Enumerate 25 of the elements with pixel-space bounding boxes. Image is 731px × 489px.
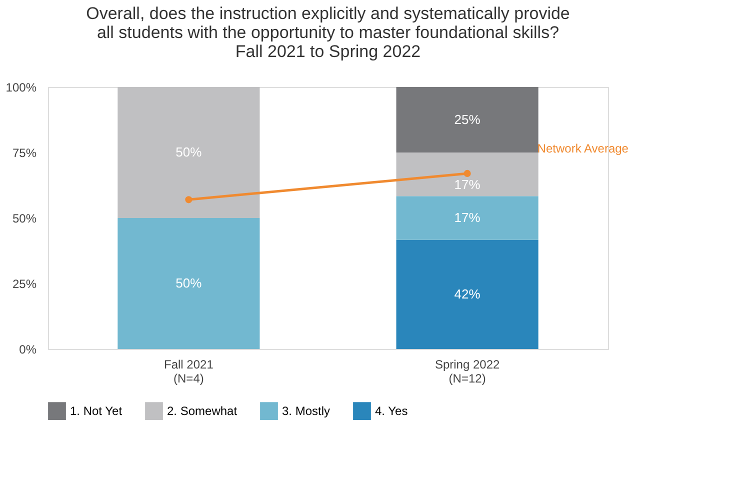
y-tick-label: 0%: [19, 342, 37, 356]
legend-label: 4. Yes: [375, 404, 408, 418]
bar: [396, 152, 538, 196]
y-tick-label: 25%: [12, 277, 37, 291]
bar: [118, 218, 260, 349]
legend-label: 1. Not Yet: [70, 404, 123, 418]
y-tick-label: 50%: [12, 212, 37, 226]
x-tick-label: Spring 2022 (N=12): [434, 358, 500, 386]
data-label: 42%: [454, 286, 481, 302]
bar: [396, 196, 538, 240]
data-label: 17%: [454, 210, 481, 226]
data-label: 17%: [454, 176, 481, 192]
bar: [118, 87, 260, 218]
legend-label: 2. Somewhat: [167, 404, 238, 418]
chart-title: Overall, does the instruction explicitly and systematically provide all students with the opportunity to master foundational skills? Fall 2021 to Spring 2022: [86, 4, 570, 61]
text: Network Average: [537, 141, 629, 156]
legend-label: 3. Mostly: [282, 404, 330, 418]
data-label: 25%: [454, 112, 481, 127]
data-label: 50%: [176, 276, 202, 290]
bar: [396, 87, 538, 152]
data-label: 50%: [176, 144, 202, 160]
y-tick-label: 75%: [12, 146, 37, 160]
x-tick-label: Fall 2021 (N=4): [164, 358, 214, 386]
bar: [396, 240, 538, 349]
y-tick-label: 100%: [6, 80, 37, 94]
